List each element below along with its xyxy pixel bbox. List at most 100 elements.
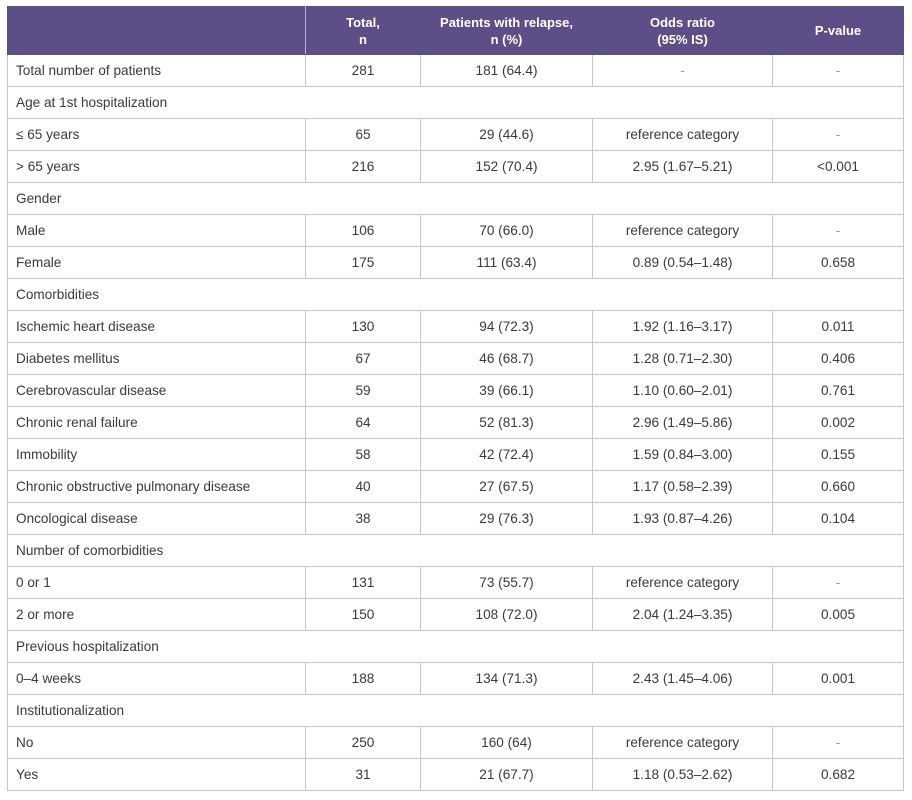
cell-relapse: 181 (64.4) — [420, 54, 593, 87]
cell-p-value: 0.002 — [772, 406, 904, 439]
cell-total: 40 — [305, 470, 421, 503]
cell-total: 250 — [305, 726, 421, 759]
table-container: Total, n Patients with relapse, n (%) Od… — [7, 6, 904, 791]
header-or-line2: (95% IS) — [657, 31, 708, 47]
relapse-table: Total, n Patients with relapse, n (%) Od… — [7, 6, 904, 791]
section-row: Institutionalization — [7, 694, 904, 727]
table-row: > 65 years 216 152 (70.4) 2.95 (1.67–5.21) <… — [7, 150, 904, 183]
row-label: Diabetes mellitus — [7, 342, 306, 375]
cell-odds-ratio: 1.93 (0.87–4.26) — [592, 502, 773, 535]
cell-relapse: 160 (64) — [420, 726, 593, 759]
cell-odds-ratio: 1.59 (0.84–3.00) — [592, 438, 773, 471]
cell-total: 38 — [305, 502, 421, 535]
cell-relapse: 29 (44.6) — [420, 118, 593, 151]
row-label: 0 or 1 — [7, 566, 306, 599]
row-label: Total number of patients — [7, 54, 306, 87]
section-row: Gender — [7, 182, 904, 215]
cell-p-value: 0.660 — [772, 470, 904, 503]
table-row: Cerebrovascular disease 59 39 (66.1) 1.10 (… — [7, 374, 904, 407]
table-row: 0–4 weeks 188 134 (71.3) 2.43 (1.45–4.06) 0.… — [7, 662, 904, 695]
section-row: Previous hospitalization — [7, 630, 904, 663]
cell-relapse: 152 (70.4) — [420, 150, 593, 183]
cell-odds-ratio: 2.04 (1.24–3.35) — [592, 598, 773, 631]
cell-odds-ratio: reference category — [592, 214, 773, 247]
cell-relapse: 52 (81.3) — [420, 406, 593, 439]
section-label: Age at 1st hospitalization — [7, 86, 904, 119]
cell-relapse: 27 (67.5) — [420, 470, 593, 503]
table-row: Female 175 111 (63.4) 0.89 (0.54–1.48) 0.658 — [7, 246, 904, 279]
cell-p-value: 0.155 — [772, 438, 904, 471]
cell-odds-ratio: reference category — [592, 726, 773, 759]
cell-p-value: - — [772, 726, 904, 759]
header-empty — [7, 6, 306, 55]
cell-p-value: 0.761 — [772, 374, 904, 407]
section-row: Comorbidities — [7, 278, 904, 311]
cell-total: 58 — [305, 438, 421, 471]
cell-p-value: 0.001 — [772, 662, 904, 695]
cell-total: 130 — [305, 310, 421, 343]
row-label: No — [7, 726, 306, 759]
cell-total: 106 — [305, 214, 421, 247]
cell-odds-ratio: reference category — [592, 566, 773, 599]
section-row: Number of comorbidities — [7, 534, 904, 567]
row-label: ≤ 65 years — [7, 118, 306, 151]
cell-p-value: - — [772, 214, 904, 247]
cell-p-value: 0.011 — [772, 310, 904, 343]
cell-total: 216 — [305, 150, 421, 183]
cell-odds-ratio: 2.96 (1.49–5.86) — [592, 406, 773, 439]
cell-relapse: 42 (72.4) — [420, 438, 593, 471]
row-label: Chronic renal failure — [7, 406, 306, 439]
cell-relapse: 46 (68.7) — [420, 342, 593, 375]
cell-relapse: 73 (55.7) — [420, 566, 593, 599]
section-label: Institutionalization — [7, 694, 904, 727]
cell-relapse: 39 (66.1) — [420, 374, 593, 407]
cell-p-value: 0.406 — [772, 342, 904, 375]
cell-p-value: 0.104 — [772, 502, 904, 535]
table-row: Yes 31 21 (67.7) 1.18 (0.53–2.62) 0.682 — [7, 758, 904, 791]
table-row: Chronic renal failure 64 52 (81.3) 2.96 (1.… — [7, 406, 904, 439]
cell-p-value: 0.005 — [772, 598, 904, 631]
cell-p-value: - — [772, 54, 904, 87]
cell-odds-ratio: 1.92 (1.16–3.17) — [592, 310, 773, 343]
table-row: Ischemic heart disease 130 94 (72.3) 1.92 (… — [7, 310, 904, 343]
cell-p-value: 0.658 — [772, 246, 904, 279]
section-row: Age at 1st hospitalization — [7, 86, 904, 119]
cell-relapse: 111 (63.4) — [420, 246, 593, 279]
table-row: Oncological disease 38 29 (76.3) 1.93 (0.87… — [7, 502, 904, 535]
row-label: Cerebrovascular disease — [7, 374, 306, 407]
section-label: Previous hospitalization — [7, 630, 904, 663]
row-label: Female — [7, 246, 306, 279]
cell-total: 67 — [305, 342, 421, 375]
cell-odds-ratio: reference category — [592, 118, 773, 151]
row-label: 2 or more — [7, 598, 306, 631]
table-row: No 250 160 (64) reference category - — [7, 726, 904, 759]
cell-total: 188 — [305, 662, 421, 695]
header-or-line1: Odds ratio — [649, 14, 715, 30]
cell-total: 31 — [305, 758, 421, 791]
cell-p-value: 0.682 — [772, 758, 904, 791]
cell-odds-ratio: 1.17 (0.58–2.39) — [592, 470, 773, 503]
row-label: Male — [7, 214, 306, 247]
table-row: Diabetes mellitus 67 46 (68.7) 1.28 (0.71–2… — [7, 342, 904, 375]
row-label: Immobility — [7, 438, 306, 471]
cell-total: 59 — [305, 374, 421, 407]
cell-total: 64 — [305, 406, 421, 439]
row-label: Yes — [7, 758, 306, 791]
header-total-line1: Total, — [346, 14, 380, 30]
header-odds-ratio: Odds ratio (95% IS) — [592, 6, 773, 55]
cell-total: 175 — [305, 246, 421, 279]
section-label: Number of comorbidities — [7, 534, 904, 567]
header-relapse: Patients with relapse, n (%) — [420, 6, 593, 55]
header-relapse-line1: Patients with relapse, — [440, 14, 573, 30]
cell-relapse: 70 (66.0) — [420, 214, 593, 247]
table-row: 0 or 1 131 73 (55.7) reference category - — [7, 566, 904, 599]
cell-total: 65 — [305, 118, 421, 151]
table-row: ≤ 65 years 65 29 (44.6) reference category - — [7, 118, 904, 151]
header-row: Total, n Patients with relapse, n (%) Od… — [7, 6, 904, 55]
section-label: Gender — [7, 182, 904, 215]
table-body: Total number of patients 281 181 (64.4) - - A… — [7, 54, 904, 791]
cell-p-value: - — [772, 118, 904, 151]
cell-odds-ratio: 1.10 (0.60–2.01) — [592, 374, 773, 407]
row-label: Oncological disease — [7, 502, 306, 535]
cell-odds-ratio: 0.89 (0.54–1.48) — [592, 246, 773, 279]
